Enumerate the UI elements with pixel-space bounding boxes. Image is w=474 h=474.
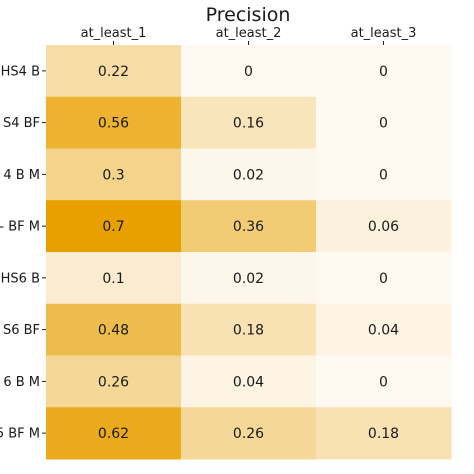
- cell-value-label: 0.04: [233, 374, 264, 390]
- heatmap-cell: [46, 45, 182, 98]
- cell-value-label: 0: [379, 116, 388, 132]
- row-label: S6 BF: [3, 323, 40, 338]
- heatmap-cell: [316, 303, 452, 356]
- heatmap-cell: [316, 252, 452, 305]
- heatmap-cell: [316, 96, 452, 149]
- cell-value-label: 0: [379, 167, 388, 183]
- row-label: HS4 B: [1, 64, 40, 79]
- cell-value-label: 0.18: [233, 323, 264, 339]
- cell-value-label: 0.26: [233, 426, 264, 442]
- cell-value-label: 0.02: [233, 271, 264, 287]
- row-label: 5 BF M: [0, 427, 40, 442]
- heatmap-cell: [46, 96, 182, 149]
- heatmap-cell: [46, 200, 182, 253]
- row-label: S4 BF: [3, 116, 40, 131]
- column-label: at_least_2: [216, 26, 282, 41]
- heatmap-cell: [181, 96, 317, 149]
- cell-value-label: 0.04: [368, 323, 399, 339]
- row-label: - BF M: [0, 220, 40, 235]
- row-labels: HS4 B S4 BF 4 B M - BF M HS6 B S6 BF 6 B M 5 BF…: [0, 64, 46, 442]
- row-label: HS6 B: [1, 271, 40, 286]
- cell-value-label: 0: [244, 64, 253, 80]
- row-label: 4 B M: [3, 168, 40, 183]
- heatmap-cell: [316, 355, 452, 408]
- cell-value-label: 0.56: [98, 116, 129, 132]
- heatmap-cell: [181, 148, 317, 201]
- heatmap-cell: [316, 200, 452, 253]
- cell-value-label: 0: [379, 64, 388, 80]
- cell-value-label: 0: [379, 374, 388, 390]
- heatmap-cell: [181, 303, 317, 356]
- cell-value-label: 0.02: [233, 167, 264, 183]
- cell-value-label: 0.16: [233, 116, 264, 132]
- column-label: at_least_1: [81, 26, 147, 41]
- heatmap-cell: [181, 45, 317, 98]
- heatmap-cell: [316, 148, 452, 201]
- cell-value-label: 0.06: [368, 219, 399, 235]
- cell-value-label: 0.26: [98, 374, 129, 390]
- heatmap-cell: [46, 355, 182, 408]
- cell-value-label: 0.22: [98, 64, 129, 80]
- column-labels: at_least_1 at_least_2 at_least_3: [81, 26, 417, 45]
- cell-value-label: 0.36: [233, 219, 264, 235]
- row-label: 6 B M: [3, 375, 40, 390]
- cell-value-label: 0.18: [368, 426, 399, 442]
- heatmap-cell: [46, 252, 182, 305]
- heatmap-cell: [316, 45, 452, 98]
- heatmap-cell: [46, 407, 182, 460]
- heatmap-cell: [181, 407, 317, 460]
- cell-value-label: 0.62: [98, 426, 129, 442]
- heatmap-cell: [181, 252, 317, 305]
- cell-value-label: 0.1: [102, 271, 124, 287]
- heatmap-cell: [46, 303, 182, 356]
- cell-value-label: 0: [379, 271, 388, 287]
- heatmap-cell: [181, 355, 317, 408]
- heatmap-cell: [46, 148, 182, 201]
- chart-title: Precision: [206, 4, 291, 26]
- heatmap-cells: 0.22 0 0 0.56 0.16 0 0.3 0.02 0 0.7 0.36 0.06 0.1 0.0…: [46, 45, 452, 460]
- cell-value-label: 0.48: [98, 323, 129, 339]
- heatmap-cell: [181, 200, 317, 253]
- heatmap-cell: [316, 407, 452, 460]
- cell-value-label: 0.3: [102, 167, 124, 183]
- cell-value-label: 0.7: [102, 219, 124, 235]
- column-label: at_least_3: [351, 26, 417, 41]
